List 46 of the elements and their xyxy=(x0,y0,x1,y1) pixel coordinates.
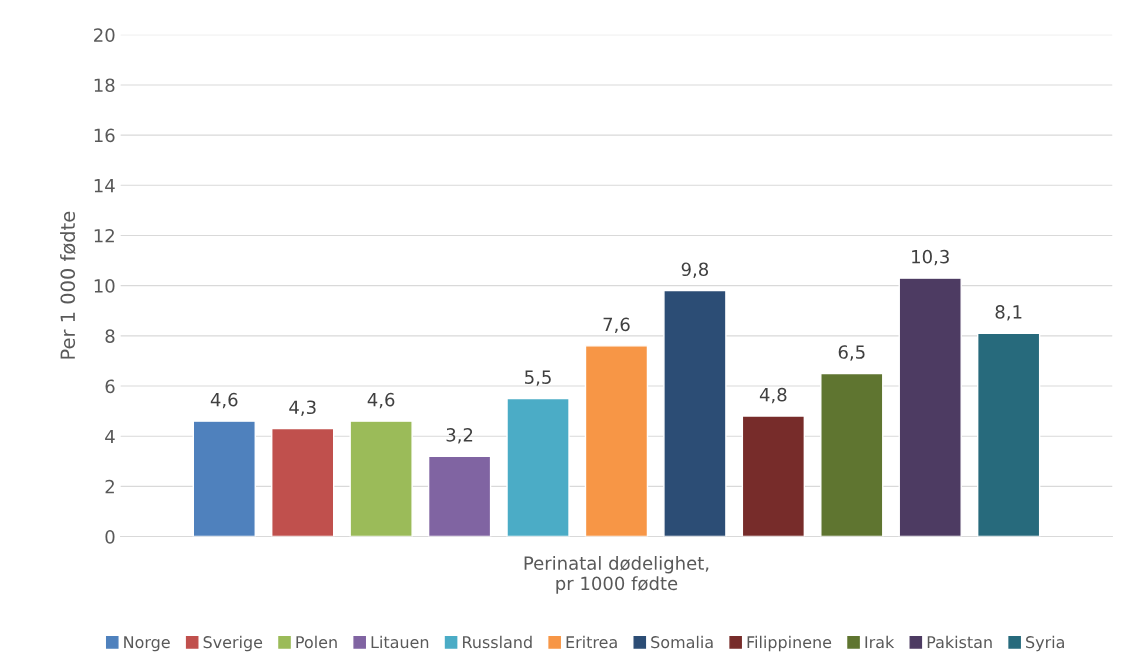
bar xyxy=(192,420,256,537)
data-label: 9,8 xyxy=(681,262,709,278)
data-label: 5,5 xyxy=(525,370,551,386)
data-label: 10,3 xyxy=(912,249,949,266)
bar xyxy=(976,332,1041,537)
legend-label: Eritrea xyxy=(566,635,617,649)
legend-label: Somalia xyxy=(651,635,713,649)
legend-label: Polen xyxy=(296,635,337,649)
bar xyxy=(741,415,806,537)
data-label: 7,6 xyxy=(603,317,630,334)
data-label: 4,6 xyxy=(210,392,238,409)
y-axis-title: Per 1 000 fødte xyxy=(60,211,76,359)
data-label: 8,1 xyxy=(995,305,1022,321)
legend-label: Pakistan xyxy=(927,635,992,649)
y-tick-label: 6 xyxy=(105,379,115,394)
bar xyxy=(506,397,570,537)
y-tick-label: 14 xyxy=(94,179,115,193)
data-label: 4,8 xyxy=(759,387,787,404)
bar xyxy=(898,277,962,537)
legend-label: Norge xyxy=(124,636,170,652)
y-tick-label: 4 xyxy=(105,429,115,444)
y-tick-label: 20 xyxy=(94,28,115,42)
legend-label: Syria xyxy=(1026,635,1064,652)
y-tick-label: 18 xyxy=(94,78,115,93)
x-tick-label: Perinatal dødelighet, pr 1000 fødte xyxy=(524,555,709,594)
bar xyxy=(349,420,413,537)
legend-label: Sverige xyxy=(203,635,263,652)
data-label: 4,6 xyxy=(367,392,395,409)
bar xyxy=(663,289,727,537)
legend-label: Irak xyxy=(865,635,895,649)
y-tick-label: 2 xyxy=(105,479,114,494)
y-tick-label: 8 xyxy=(105,329,115,343)
y-tick-label: 16 xyxy=(94,128,115,143)
y-tick-label: 10 xyxy=(94,279,115,293)
bar xyxy=(584,345,649,537)
data-label: 3,2 xyxy=(446,427,473,444)
legend-label: Litauen xyxy=(371,635,429,649)
bar xyxy=(820,372,884,537)
legend-label: Filippinene xyxy=(747,635,832,652)
bar xyxy=(427,455,492,537)
y-tick-label: 0 xyxy=(105,530,115,544)
data-label: 6,5 xyxy=(838,345,865,361)
bar xyxy=(271,427,335,537)
data-label: 4,3 xyxy=(289,400,316,416)
y-tick-label: 12 xyxy=(94,228,114,243)
legend-label: Russland xyxy=(463,635,532,649)
